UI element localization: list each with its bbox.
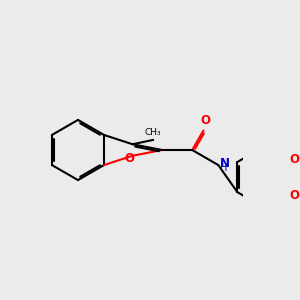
- Text: O: O: [289, 152, 299, 166]
- Text: O: O: [289, 189, 299, 202]
- Text: N: N: [220, 157, 230, 170]
- Text: O: O: [200, 115, 210, 128]
- Text: O: O: [124, 152, 134, 165]
- Text: H: H: [220, 163, 227, 173]
- Text: CH₃: CH₃: [145, 128, 161, 137]
